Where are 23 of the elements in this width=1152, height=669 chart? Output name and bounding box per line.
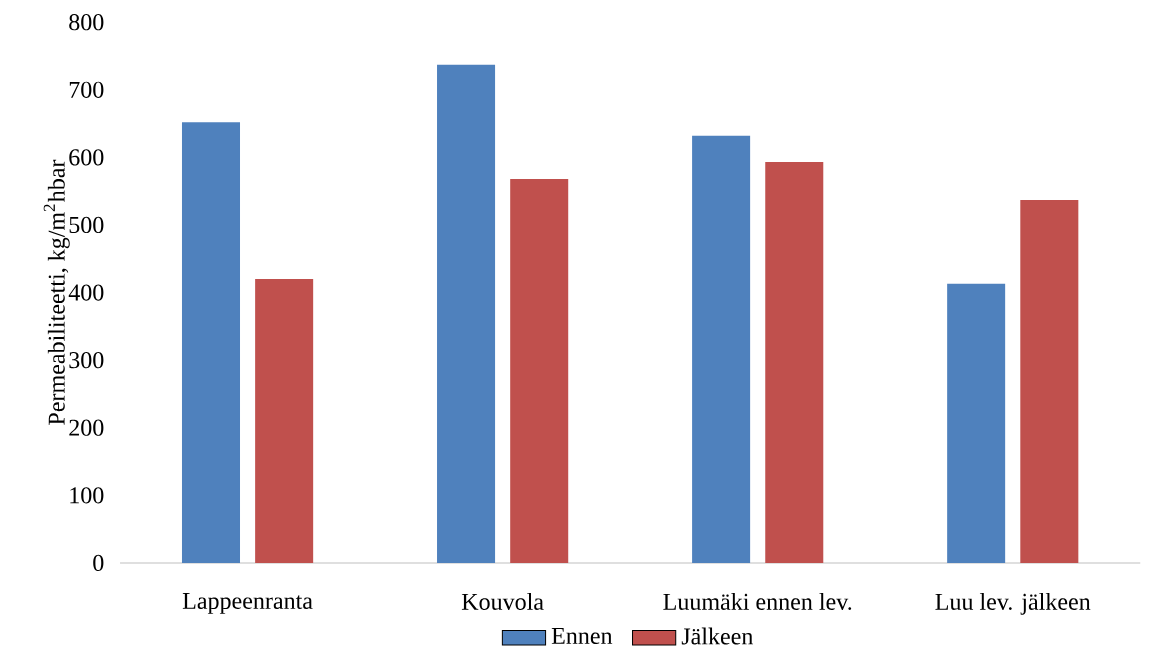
bar: [510, 179, 569, 563]
y-tick-label: 100: [70, 487, 104, 504]
y-tick-label: 400: [68, 284, 104, 301]
bar: [437, 64, 496, 563]
bar: [765, 162, 824, 563]
legend-label: Jälkeen: [681, 627, 754, 645]
x-tick-label: Luumäki ennen lev.: [663, 593, 852, 611]
legend-label: Ennen: [551, 628, 613, 645]
y-tick-label: 200: [69, 419, 104, 436]
y-tick-label: 0: [93, 554, 104, 572]
y-tick-label: 600: [69, 149, 104, 166]
y-tick-label: 500: [69, 216, 104, 234]
bar: [181, 122, 241, 563]
y-tick-label: 800: [69, 14, 104, 31]
bar: [692, 135, 751, 563]
bar: [947, 283, 1006, 563]
bar: [1020, 200, 1079, 563]
y-tick-label: 300: [69, 352, 104, 369]
x-tick-label: Luu lev. jälkeen: [935, 593, 1091, 615]
y-tick-label: 700: [69, 81, 104, 98]
bar: [255, 279, 314, 563]
x-tick-label: Lappeenranta: [182, 593, 313, 614]
x-tick-label: Kouvola: [461, 593, 544, 610]
